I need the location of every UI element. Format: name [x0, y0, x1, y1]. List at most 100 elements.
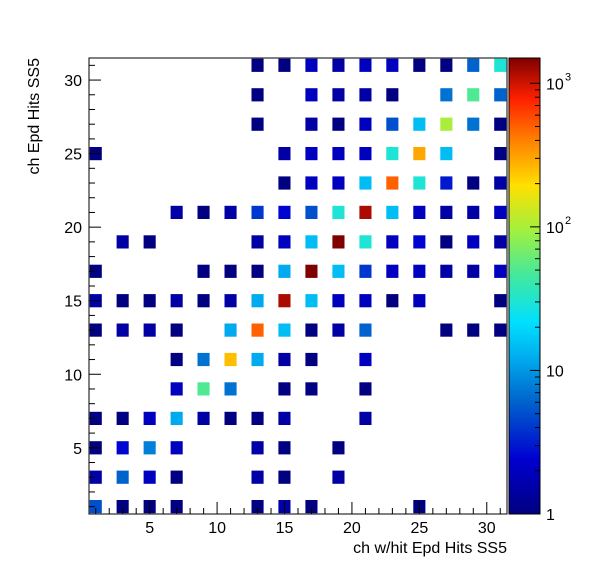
- x-tick-label: 30: [478, 520, 496, 537]
- heatmap-cell: [251, 441, 264, 455]
- heatmap-cell: [278, 176, 291, 190]
- heatmap-cell: [305, 58, 318, 72]
- heatmap-cell: [224, 352, 237, 367]
- heatmap-cell: [332, 323, 345, 337]
- heatmap-cell: [494, 205, 507, 219]
- heatmap-cell: [224, 411, 237, 425]
- heatmap-cell: [413, 235, 426, 249]
- y-tick-label: 25: [64, 147, 82, 164]
- heatmap-cell: [359, 176, 372, 190]
- heatmap-cell: [278, 352, 291, 367]
- heatmap-cell: [305, 205, 318, 219]
- heatmap-cell: [251, 500, 264, 514]
- heatmap-cell: [305, 382, 318, 396]
- heatmap-cell: [116, 441, 129, 455]
- heatmap-cell: [413, 58, 426, 72]
- heatmap-cell: [170, 205, 183, 219]
- heatmap-cell: [278, 323, 291, 337]
- heatmap-cell: [359, 58, 372, 72]
- heatmap-cell: [440, 117, 453, 131]
- heatmap-cell: [332, 176, 345, 190]
- heatmap-cell: [332, 117, 345, 131]
- heatmap-cell: [278, 147, 291, 161]
- heatmap-cell: [224, 382, 237, 396]
- heatmap-cell: [494, 147, 507, 161]
- color-scale-tick-label: 10: [546, 363, 564, 380]
- heatmap-cell: [143, 441, 156, 455]
- heatmap-cell: [251, 235, 264, 249]
- heatmap-cell: [170, 441, 183, 455]
- heatmap-cell: [359, 205, 372, 219]
- color-scale-tick-exponent: 3: [565, 71, 571, 83]
- heatmap-cell: [494, 58, 507, 72]
- heatmap-cell: [359, 88, 372, 102]
- y-tick-label: 20: [64, 220, 82, 237]
- heatmap-cell: [359, 323, 372, 337]
- heatmap-cell: [440, 323, 453, 337]
- heatmap-cell: [305, 117, 318, 131]
- heatmap-cell: [359, 235, 372, 249]
- heatmap-cell: [386, 264, 399, 278]
- heatmap-cell: [116, 294, 129, 308]
- y-tick-label: 30: [64, 73, 82, 90]
- heatmap-cell: [170, 323, 183, 337]
- heatmap-cell: [386, 294, 399, 308]
- heatmap-cell: [197, 382, 210, 396]
- heatmap-cell: [224, 264, 237, 278]
- heatmap-cell: [251, 264, 264, 278]
- heatmap-cell: [467, 58, 480, 72]
- heatmap-cell: [251, 117, 264, 131]
- heatmap-cell: [197, 352, 210, 367]
- heatmap-cell: [494, 176, 507, 190]
- heatmap-cell: [467, 88, 480, 102]
- heatmap-cell: [494, 264, 507, 278]
- heatmap-cell: [440, 176, 453, 190]
- heatmap-cell: [116, 500, 129, 514]
- heatmap-cell: [359, 382, 372, 396]
- heatmap-cell: [467, 235, 480, 249]
- heatmap-cell: [116, 235, 129, 249]
- heatmap-cell: [332, 264, 345, 278]
- heatmap-cell: [170, 382, 183, 396]
- heatmap-cell: [413, 205, 426, 219]
- heatmap-cell: [89, 500, 102, 514]
- heatmap-cell: [251, 323, 264, 337]
- x-tick-label: 10: [208, 520, 226, 537]
- heatmap-cell: [89, 323, 102, 337]
- heatmap-cell: [494, 117, 507, 131]
- heatmap-cell: [467, 323, 480, 337]
- heatmap-cell: [116, 470, 129, 484]
- heatmap-cell: [278, 264, 291, 278]
- heatmap-cell: [170, 352, 183, 367]
- heatmap-cell: [386, 88, 399, 102]
- heatmap-cell: [467, 176, 480, 190]
- heatmap-cell: [251, 294, 264, 308]
- y-tick-label: 5: [73, 441, 82, 458]
- heatmap-cell: [251, 470, 264, 484]
- heatmap-cell: [332, 205, 345, 219]
- heatmap-cell: [440, 58, 453, 72]
- heatmap-cell: [332, 294, 345, 308]
- heatmap-cell: [332, 441, 345, 455]
- heatmap-cell: [332, 58, 345, 72]
- heatmap-cell: [332, 88, 345, 102]
- heatmap-cell: [359, 294, 372, 308]
- x-tick-label: 20: [343, 520, 361, 537]
- heatmap-cell: [467, 117, 480, 131]
- heatmap-cell: [413, 147, 426, 161]
- heatmap-cell: [197, 205, 210, 219]
- heatmap-cell: [440, 147, 453, 161]
- heatmap-cell: [305, 235, 318, 249]
- heatmap-cell: [224, 205, 237, 219]
- y-tick-label: 10: [64, 367, 82, 384]
- color-scale-tick-label: 10: [546, 220, 564, 237]
- heatmap-cell: [143, 294, 156, 308]
- heatmap-cell: [305, 294, 318, 308]
- heatmap-cell: [413, 294, 426, 308]
- x-tick-label: 25: [410, 520, 428, 537]
- heatmap-cell: [197, 411, 210, 425]
- heatmap-cell: [494, 88, 507, 102]
- heatmap-cell: [278, 441, 291, 455]
- y-axis-label: ch Epd Hits SS5: [26, 58, 43, 175]
- heatmap-cell: [170, 470, 183, 484]
